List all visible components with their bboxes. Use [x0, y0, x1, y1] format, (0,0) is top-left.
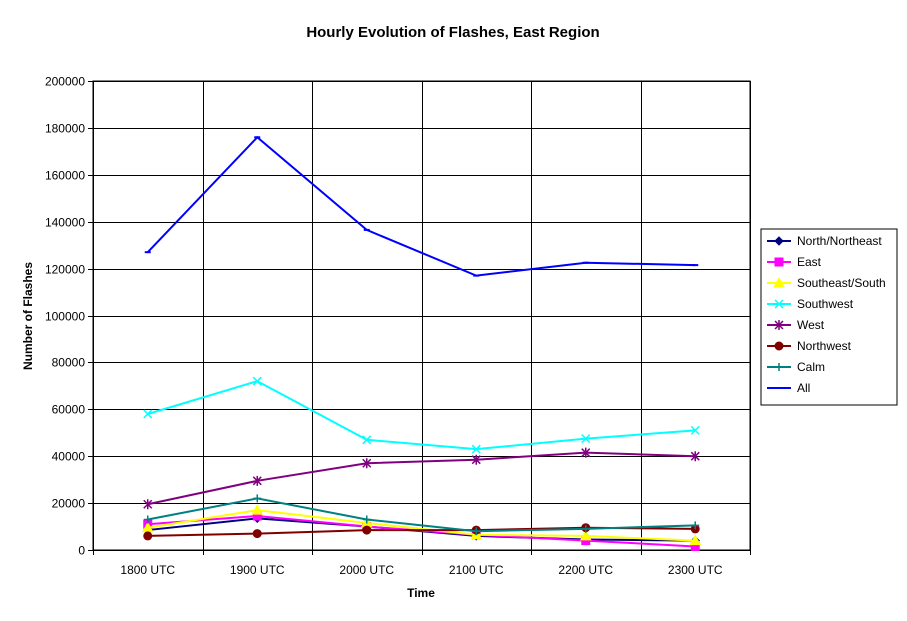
y-tick-label: 60000	[52, 403, 86, 417]
legend-marker-east	[774, 257, 784, 267]
y-tick-label: 200000	[45, 75, 85, 89]
y-tick-label: 120000	[45, 263, 85, 277]
legend: North/Northeast East Southeast/South Southw…	[760, 228, 898, 406]
y-tick-label: 80000	[52, 356, 86, 370]
y-tick-label: 20000	[52, 497, 86, 511]
data-point-calm	[691, 521, 700, 530]
y-tick-label: 140000	[45, 216, 85, 230]
data-point-west	[471, 454, 481, 465]
legend-label-all: All	[797, 381, 810, 395]
data-point-calm	[362, 515, 371, 524]
data-point-southwest	[690, 425, 700, 435]
data-point-northwest	[362, 525, 372, 535]
plot-frame	[92, 80, 751, 551]
data-point-calm	[253, 494, 262, 503]
legend-marker-north-northeast	[774, 236, 784, 246]
data-point-west	[252, 475, 262, 486]
x-tick-label: 2000 UTC	[339, 563, 394, 577]
legend-marker-southwest	[774, 299, 784, 309]
legend-label-northwest: Northwest	[797, 339, 852, 353]
legend-box	[760, 228, 898, 406]
x-tick-label: 2300 UTC	[668, 563, 723, 577]
data-point-west	[581, 447, 591, 458]
data-point-calm	[143, 515, 152, 524]
x-tick-label: 2100 UTC	[449, 563, 504, 577]
data-point-southeast-south	[251, 504, 264, 515]
data-point-calm	[472, 527, 481, 536]
x-tick-label: 1800 UTC	[120, 563, 175, 577]
y-tick-label: 180000	[45, 122, 85, 136]
data-point-southeast-south	[579, 529, 592, 541]
legend-label-east: East	[797, 255, 822, 269]
data-point-west	[690, 451, 700, 462]
series-line-southwest	[147, 380, 696, 451]
x-tick-label: 1900 UTC	[230, 563, 285, 577]
x-tick-label: 2200 UTC	[558, 563, 613, 577]
legend-marker-calm	[775, 363, 783, 371]
data-point-southeast-south	[689, 534, 702, 546]
legend-marker-west	[774, 320, 784, 330]
data-point-northwest	[143, 531, 153, 541]
legend-marker-northwest	[774, 341, 784, 351]
series-line-calm	[147, 497, 696, 533]
series-line-west	[147, 451, 696, 506]
legend-label-southwest: Southwest	[797, 297, 854, 311]
legend-label-calm: Calm	[797, 360, 825, 374]
x-axis-label: Time	[407, 586, 435, 600]
chart-title: Hourly Evolution of Flashes, East Region	[306, 24, 599, 41]
series-line-all	[147, 135, 696, 277]
y-tick-label: 160000	[45, 169, 85, 183]
data-point-west	[143, 499, 153, 510]
y-axis-label: Number of Flashes	[21, 262, 35, 370]
y-tick-label: 100000	[45, 310, 85, 324]
y-tick-label: 0	[78, 544, 85, 558]
series-line-southeast-south	[147, 509, 696, 542]
data-point-southwest	[581, 434, 591, 444]
y-tick-label: 40000	[52, 450, 86, 464]
data-point-southwest	[252, 376, 262, 386]
data-point-southwest	[143, 409, 153, 419]
legend-label-west: West	[797, 318, 825, 332]
data-point-northwest	[252, 529, 262, 539]
data-point-calm	[581, 524, 590, 533]
legend-marker-southeast-south	[773, 276, 785, 288]
data-point-southwest	[471, 444, 481, 454]
data-point-west	[362, 458, 372, 469]
legend-label-southeast-south: Southeast/South	[797, 276, 886, 290]
legend-label-north-northeast: North/Northeast	[797, 234, 882, 248]
data-point-southwest	[362, 435, 372, 445]
plot-area: 0 20000 40000 60000 80000 100000 120000 140000 1…	[45, 75, 751, 577]
